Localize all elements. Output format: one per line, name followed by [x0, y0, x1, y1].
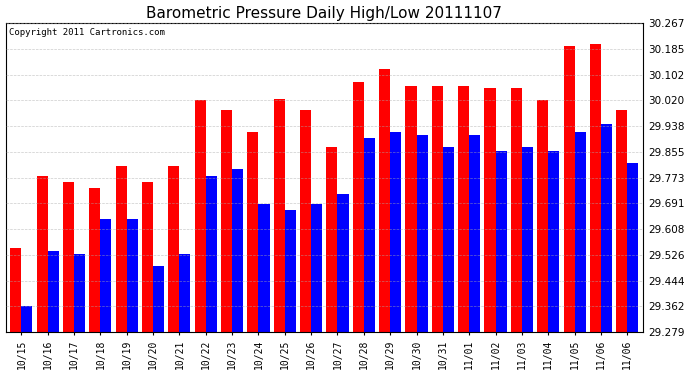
Bar [417, 135, 428, 332]
Bar [153, 266, 164, 332]
Text: Copyright 2011 Cartronics.com: Copyright 2011 Cartronics.com [9, 28, 165, 37]
Bar [549, 150, 560, 332]
Bar [74, 254, 85, 332]
Bar [443, 147, 454, 332]
Bar [232, 170, 243, 332]
Bar [484, 88, 495, 332]
Bar [353, 82, 364, 332]
Bar [326, 147, 337, 332]
Bar [100, 219, 112, 332]
Bar [564, 46, 575, 332]
Bar [21, 306, 32, 332]
Bar [179, 254, 190, 332]
Bar [538, 100, 549, 332]
Bar [37, 176, 48, 332]
Bar [616, 110, 627, 332]
Bar [406, 86, 417, 332]
Bar [89, 188, 100, 332]
Bar [311, 204, 322, 332]
Bar [127, 219, 138, 332]
Bar [379, 69, 390, 332]
Bar [48, 251, 59, 332]
Bar [601, 124, 612, 332]
Bar [511, 88, 522, 332]
Bar [195, 100, 206, 332]
Bar [575, 132, 586, 332]
Bar [168, 166, 179, 332]
Bar [274, 99, 285, 332]
Bar [432, 86, 443, 332]
Bar [495, 150, 506, 332]
Bar [337, 194, 348, 332]
Bar [10, 248, 21, 332]
Bar [206, 176, 217, 332]
Bar [627, 163, 638, 332]
Bar [285, 210, 296, 332]
Bar [63, 182, 74, 332]
Bar [300, 110, 311, 332]
Bar [221, 110, 232, 332]
Bar [390, 132, 402, 332]
Bar [590, 44, 601, 332]
Bar [522, 147, 533, 332]
Bar [458, 86, 469, 332]
Bar [259, 204, 270, 332]
Bar [364, 138, 375, 332]
Bar [469, 135, 480, 332]
Bar [142, 182, 153, 332]
Title: Barometric Pressure Daily High/Low 20111107: Barometric Pressure Daily High/Low 20111… [146, 6, 502, 21]
Bar [116, 166, 127, 332]
Bar [248, 132, 259, 332]
